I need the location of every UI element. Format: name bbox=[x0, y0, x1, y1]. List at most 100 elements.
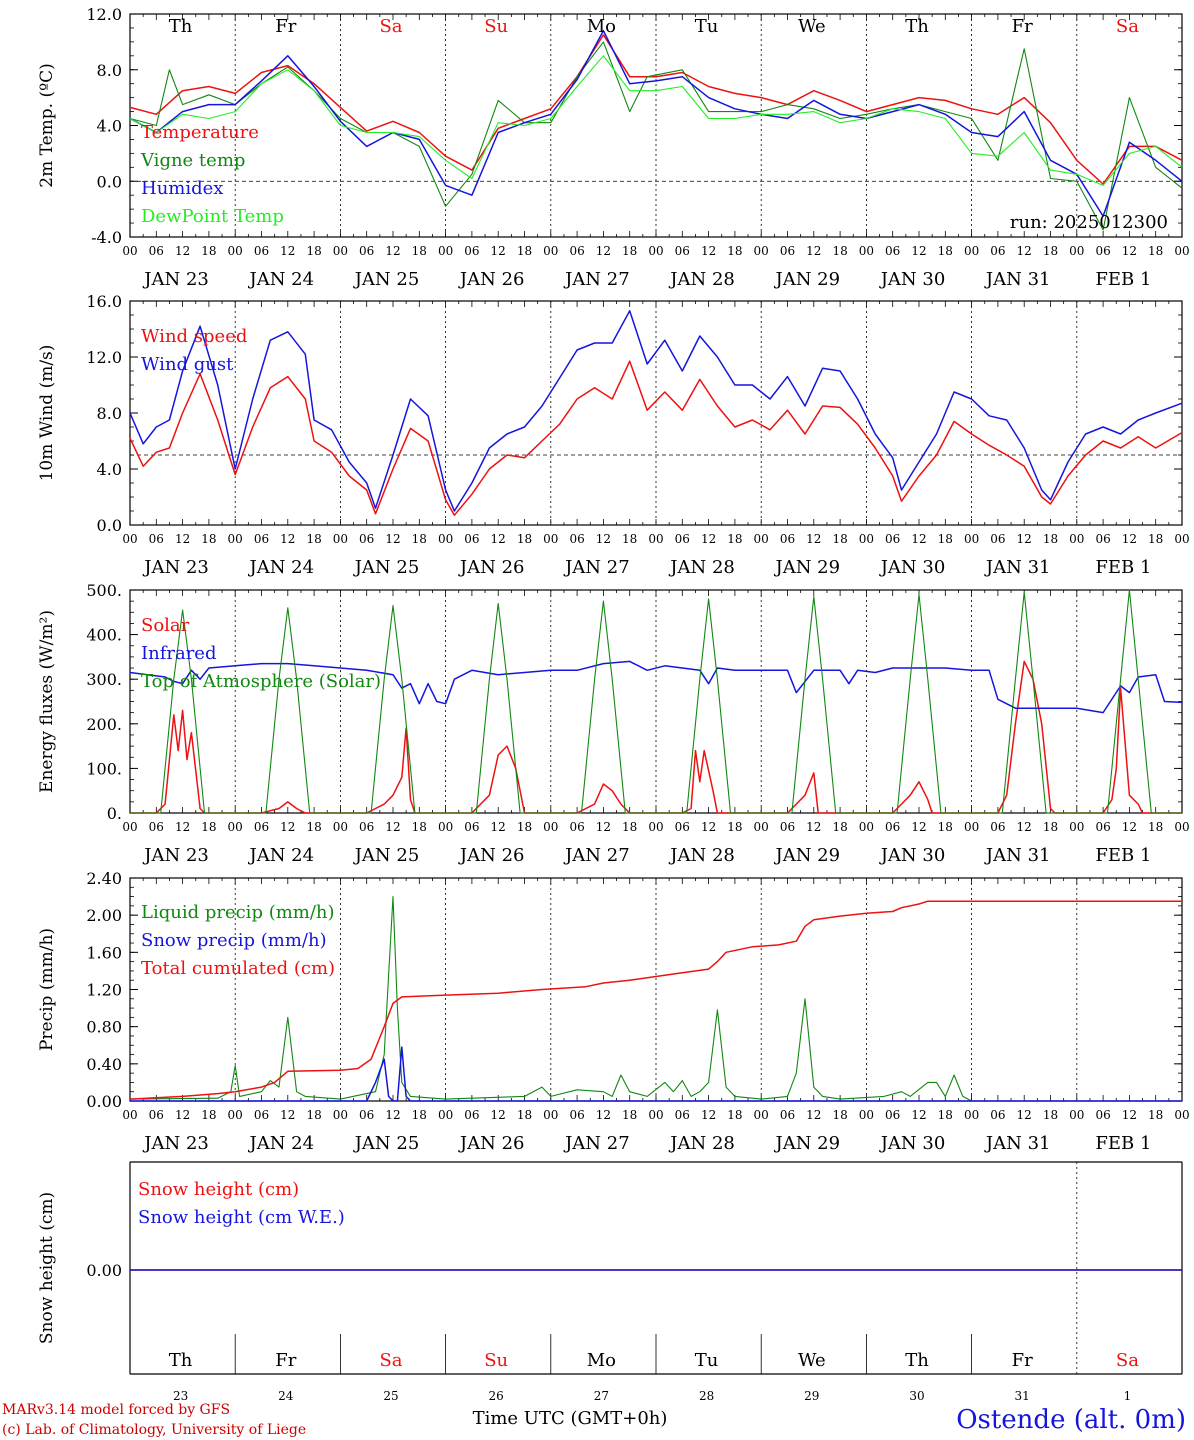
x-tick-label: 18 bbox=[412, 1108, 427, 1122]
y-axis-label: Precip (mm/h) bbox=[37, 928, 57, 1051]
x-tick-label: 06 bbox=[780, 1108, 795, 1122]
y-tick-label: 12.0 bbox=[86, 5, 122, 24]
x-tick-label: 06 bbox=[254, 532, 269, 546]
x-tick-label: 18 bbox=[938, 244, 953, 258]
date-label: JAN 29 bbox=[774, 1133, 841, 1154]
panel-2: 16.0 12.0 8.0 4.0 0.0 10m Wind (m/s) Wind spee… bbox=[37, 292, 1190, 578]
x-tick-label: 06 bbox=[569, 820, 584, 834]
x-tick-label: 06 bbox=[254, 1108, 269, 1122]
y-tick-label: 4.0 bbox=[97, 117, 122, 136]
x-tick-label: 12 bbox=[701, 244, 716, 258]
x-tick-label: 06 bbox=[569, 1108, 584, 1122]
x-tick-label: 12 bbox=[385, 244, 400, 258]
legend-entry: DewPoint Temp bbox=[141, 206, 284, 227]
x-tick-label: 12 bbox=[701, 820, 716, 834]
x-tick-label: 00 bbox=[964, 820, 979, 834]
x-tick-label: 06 bbox=[254, 820, 269, 834]
date-label: JAN 31 bbox=[984, 845, 1051, 866]
day-of-week-label: Th bbox=[169, 1350, 193, 1371]
x-tick-label: 12 bbox=[491, 244, 506, 258]
legend-entry: Solar bbox=[141, 615, 190, 636]
x-tick-label: 18 bbox=[306, 820, 321, 834]
day-of-week-label: Su bbox=[484, 1350, 508, 1371]
x-tick-label: 06 bbox=[464, 244, 479, 258]
date-label: JAN 28 bbox=[668, 845, 735, 866]
x-tick-label: 12 bbox=[596, 244, 611, 258]
y-tick-label: 0. bbox=[107, 804, 122, 823]
x-tick-label: 00 bbox=[1174, 820, 1189, 834]
x-tick-label: 00 bbox=[122, 820, 137, 834]
y-tick-label: 0.80 bbox=[86, 1018, 122, 1037]
x-tick-label: 06 bbox=[1095, 820, 1110, 834]
day-of-week-label: Sa bbox=[1116, 16, 1139, 37]
x-tick-label: 18 bbox=[1043, 244, 1058, 258]
x-tick-label: 00 bbox=[648, 820, 663, 834]
panel-5: 0.00 Snow height (cm) Snow height (cm) Snow… bbox=[37, 1161, 1183, 1403]
date-label: JAN 25 bbox=[353, 845, 420, 866]
x-tick-label: 00 bbox=[122, 1108, 137, 1122]
x-tick-label: 00 bbox=[333, 532, 348, 546]
x-tick-label: 12 bbox=[911, 820, 926, 834]
x-tick-label: 00 bbox=[333, 820, 348, 834]
x-tick-label: 12 bbox=[280, 244, 295, 258]
x-tick-label: 00 bbox=[228, 532, 243, 546]
day-number-label: 31 bbox=[1015, 1389, 1030, 1403]
day-of-week-label: Th bbox=[905, 1350, 929, 1371]
y-tick-label: 100. bbox=[86, 759, 122, 778]
day-of-week-label: Sa bbox=[379, 1350, 402, 1371]
legend-entry: Temperature bbox=[141, 122, 259, 143]
legend-entry: Snow height (cm W.E.) bbox=[138, 1207, 345, 1228]
station-name: Ostende (alt. 0m) bbox=[956, 1405, 1186, 1435]
legend-entry: Snow precip (mm/h) bbox=[141, 930, 327, 951]
x-tick-label: 00 bbox=[754, 244, 769, 258]
date-label: FEB 1 bbox=[1095, 557, 1151, 578]
x-tick-label: 06 bbox=[464, 820, 479, 834]
day-of-week-label: Th bbox=[169, 16, 193, 37]
x-tick-label: 06 bbox=[990, 532, 1005, 546]
y-tick-label: 400. bbox=[86, 626, 122, 645]
x-tick-label: 06 bbox=[780, 532, 795, 546]
x-tick-label: 18 bbox=[832, 1108, 847, 1122]
x-tick-label: 18 bbox=[832, 244, 847, 258]
x-tick-label: 06 bbox=[675, 820, 690, 834]
x-tick-label: 18 bbox=[517, 1108, 532, 1122]
date-label: JAN 24 bbox=[248, 845, 315, 866]
x-tick-label: 12 bbox=[701, 1108, 716, 1122]
x-tick-label: 00 bbox=[754, 532, 769, 546]
day-number-label: 26 bbox=[489, 1389, 504, 1403]
x-tick-label: 06 bbox=[885, 1108, 900, 1122]
x-tick-label: 18 bbox=[306, 1108, 321, 1122]
x-tick-label: 18 bbox=[727, 1108, 742, 1122]
day-of-week-label: Fr bbox=[1012, 1350, 1033, 1371]
meteogram-panels: 12.0 8.0 4.0 0.0 -4.0 2m Temp. (ºC) Temperatur… bbox=[37, 5, 1190, 1403]
x-tick-label: 12 bbox=[596, 820, 611, 834]
x-tick-label: 00 bbox=[543, 1108, 558, 1122]
x-tick-label: 18 bbox=[727, 820, 742, 834]
day-number-label: 1 bbox=[1124, 1389, 1132, 1403]
date-label: JAN 27 bbox=[563, 269, 630, 290]
x-tick-label: 06 bbox=[990, 1108, 1005, 1122]
x-tick-label: 18 bbox=[412, 820, 427, 834]
x-tick-label: 06 bbox=[359, 244, 374, 258]
x-tick-label: 06 bbox=[149, 532, 164, 546]
x-tick-label: 12 bbox=[491, 820, 506, 834]
x-tick-label: 12 bbox=[280, 820, 295, 834]
day-of-week-label: Fr bbox=[1012, 16, 1033, 37]
day-number-label: 30 bbox=[909, 1389, 924, 1403]
x-tick-label: 00 bbox=[333, 1108, 348, 1122]
x-tick-label: 00 bbox=[648, 1108, 663, 1122]
x-tick-label: 12 bbox=[385, 532, 400, 546]
x-tick-label: 12 bbox=[1122, 1108, 1137, 1122]
x-tick-label: 06 bbox=[464, 532, 479, 546]
x-tick-label: 12 bbox=[175, 532, 190, 546]
series-line-vigne-temp bbox=[129, 41, 1183, 231]
x-tick-label: 12 bbox=[911, 1108, 926, 1122]
x-tick-label: 18 bbox=[517, 820, 532, 834]
day-of-week-label: We bbox=[798, 16, 826, 37]
x-tick-label: 12 bbox=[1122, 532, 1137, 546]
legend-entry: Liquid precip (mm/h) bbox=[141, 902, 335, 923]
day-of-week-label: Tu bbox=[695, 1350, 719, 1371]
x-tick-label: 18 bbox=[727, 244, 742, 258]
legend-entry: Humidex bbox=[141, 178, 223, 199]
date-label: JAN 27 bbox=[563, 845, 630, 866]
